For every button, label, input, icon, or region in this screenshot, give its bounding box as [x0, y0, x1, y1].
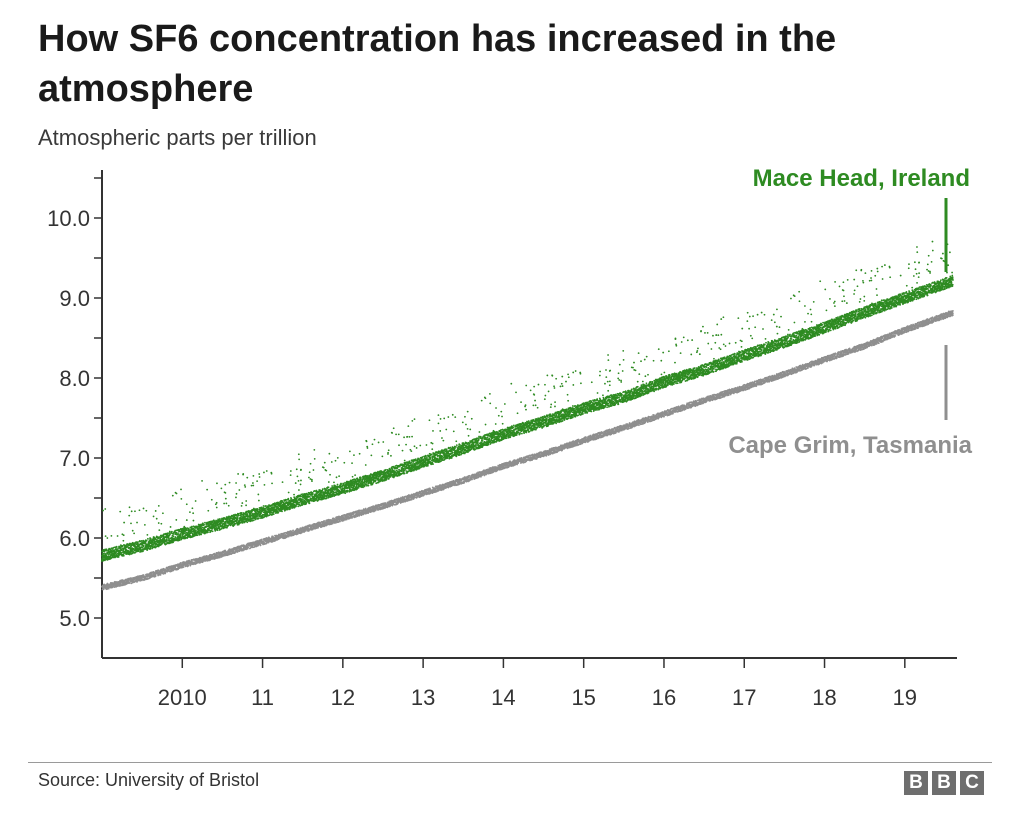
x-tick-label: 19: [893, 685, 917, 710]
data-point: [187, 564, 190, 567]
y-tick-label: 10.0: [47, 206, 90, 231]
data-point: [672, 412, 674, 415]
data-point: [142, 574, 145, 577]
data-point: [292, 529, 295, 532]
data-point: [219, 556, 221, 559]
x-tick-label: 17: [732, 685, 756, 710]
x-tick-label: 12: [331, 685, 355, 710]
x-tick-label: 11: [251, 685, 274, 710]
data-point: [638, 424, 640, 427]
data-point: [468, 474, 471, 477]
y-tick-label: 6.0: [59, 526, 90, 551]
x-tick-label: 16: [652, 685, 676, 710]
data-point: [106, 582, 109, 585]
data-point: [247, 546, 250, 549]
chart-title: How SF6 concentration has increased in t…: [38, 18, 837, 110]
sf6-chart: 5.0 6.0 7.0 8.0 9.0 10.0 2010 11 12 13 14 15 16 17 18 1…: [47, 165, 972, 710]
x-tick-label: 15: [571, 685, 595, 710]
data-point: [141, 579, 143, 582]
series-cape-grim: [101, 310, 954, 591]
y-tick-label: 9.0: [59, 286, 90, 311]
data-point: [684, 407, 687, 410]
data-point: [471, 478, 473, 481]
x-tick-label: 14: [491, 685, 515, 710]
data-point: [182, 566, 185, 568]
y-tick-label: 5.0: [59, 606, 90, 631]
data-point: [154, 575, 157, 578]
data-point: [308, 529, 310, 532]
data-point: [144, 578, 146, 581]
data-point: [305, 529, 307, 532]
data-point: [128, 581, 131, 584]
data-point: [663, 415, 665, 418]
x-tick-label: 13: [411, 685, 435, 710]
data-point: [159, 573, 162, 576]
x-tick-label: 2010: [158, 685, 207, 710]
data-point: [259, 544, 262, 547]
x-tick-label: 18: [812, 685, 836, 710]
chart-subtitle: Atmospheric parts per trillion: [38, 125, 317, 150]
data-point: [374, 509, 377, 512]
data-point: [391, 504, 394, 507]
y-tick-label: 8.0: [59, 366, 90, 391]
y-tick-label: 7.0: [59, 446, 90, 471]
data-point: [107, 587, 110, 590]
